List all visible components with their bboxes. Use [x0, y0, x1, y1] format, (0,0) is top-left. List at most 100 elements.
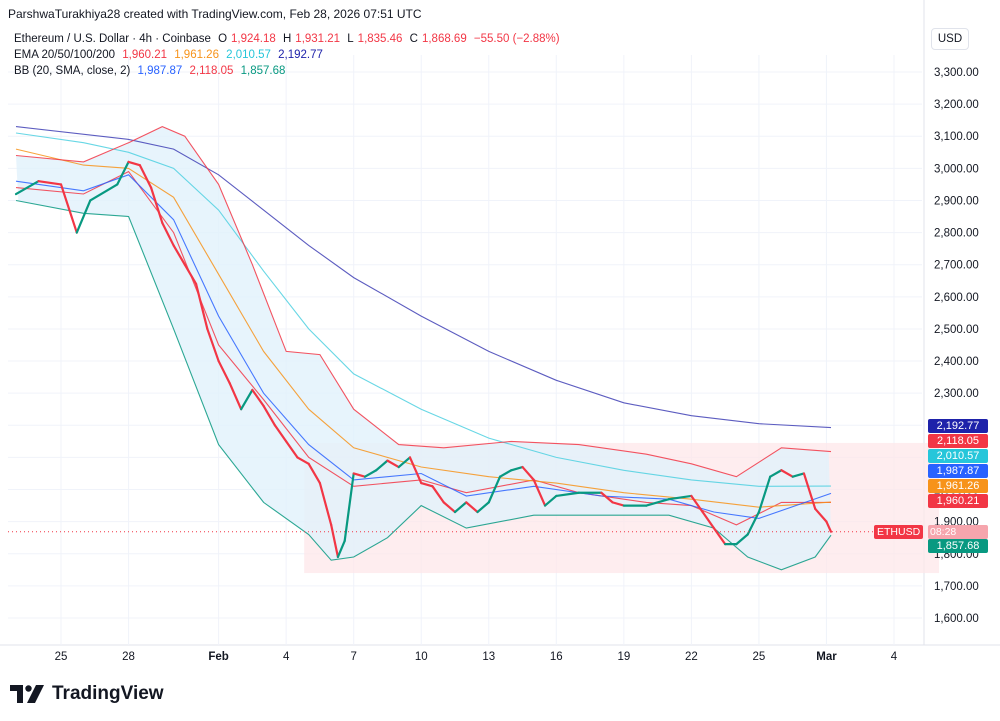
- y-tick-label: 2,300.00: [934, 388, 979, 400]
- price-segment: [343, 472, 355, 543]
- y-tick-label: 2,600.00: [934, 292, 979, 304]
- grid: [0, 0, 1000, 646]
- legend-bb-label: BB (20, SMA, close, 2): [14, 65, 131, 77]
- price-segment: [330, 523, 340, 559]
- y-tick-label: 2,500.00: [934, 324, 979, 336]
- x-axis[interactable]: 25 28 Feb 4 7 10 13 16 19 22 25 Mar 4: [55, 651, 898, 663]
- x-tick-label: Feb: [208, 651, 228, 663]
- price-segment: [318, 482, 333, 526]
- y-tick-label: 2,400.00: [934, 356, 979, 368]
- price-segment: [138, 164, 153, 189]
- price-segment: [746, 510, 761, 536]
- price-segment: [397, 456, 412, 469]
- x-tick-label: 19: [617, 651, 630, 663]
- price-segment: [375, 459, 389, 472]
- indicator-lines: [15, 125, 832, 571]
- y-tick-label: 2,700.00: [934, 260, 979, 272]
- price-segment: [37, 180, 63, 186]
- legend-bb[interactable]: BB (20, SMA, close, 2) 1,987.87 2,118.05…: [14, 63, 564, 79]
- price-segment: [251, 388, 265, 408]
- tradingview-logo[interactable]: TradingView: [10, 683, 164, 705]
- legend-open: O 1,924.18: [218, 33, 276, 45]
- price-segment: [195, 282, 209, 331]
- price-line: [8, 160, 922, 559]
- price-tag: 1,960.21: [928, 494, 988, 508]
- legend-ema[interactable]: EMA 20/50/100/200 1,960.21 1,961.26 2,01…: [14, 47, 564, 63]
- price-segment: [476, 501, 490, 514]
- price-tag: 2,010.57: [928, 449, 988, 463]
- price-segment: [206, 327, 220, 363]
- price-segment: [183, 263, 198, 286]
- price-segment: [611, 501, 625, 507]
- legend-high: H 1,931.21: [282, 33, 341, 45]
- price-segment: [757, 475, 772, 514]
- bollinger-fill: [16, 126, 831, 570]
- x-tick-label: 4: [283, 651, 290, 663]
- price-segment: [555, 491, 580, 498]
- price-segment: [386, 459, 400, 469]
- price-segment: [127, 160, 141, 167]
- x-tick-label: 16: [550, 651, 563, 663]
- y-tick-label: 1,700.00: [934, 581, 979, 593]
- bollinger-band-area: [16, 126, 831, 570]
- x-tick-label: 4: [891, 651, 898, 663]
- legend-ohlc[interactable]: Ethereum / U.S. Dollar · 4h · Coinbase O…: [14, 31, 564, 47]
- price-segment: [735, 533, 749, 546]
- legend-ema50: 1,961.26: [174, 49, 219, 61]
- price-segment: [465, 501, 479, 514]
- price-segment: [487, 475, 502, 504]
- price-segment: [645, 498, 670, 507]
- legend-ema-label: EMA 20/50/100/200: [14, 49, 116, 61]
- price-segment: [543, 494, 558, 507]
- price-segment: [262, 404, 276, 427]
- series-line-ema-200: [15, 126, 832, 429]
- legend-symbol: Ethereum / U.S. Dollar · 4h · Coinbase: [14, 33, 211, 45]
- price-segment: [431, 485, 445, 504]
- price-segment: [667, 494, 693, 501]
- price-segment: [825, 520, 833, 533]
- price-segment: [307, 462, 322, 485]
- x-tick-label: Mar: [816, 651, 837, 663]
- price-segment: [14, 180, 40, 196]
- price-segment: [802, 472, 817, 510]
- legend-ema20: 1,960.21: [122, 49, 167, 61]
- price-segment: [172, 244, 186, 266]
- currency-button[interactable]: USD: [931, 28, 969, 50]
- price-segment: [285, 440, 299, 459]
- price-segment: [408, 456, 423, 485]
- legend: Ethereum / U.S. Dollar · 4h · Coinbase O…: [14, 31, 564, 79]
- x-tick-label: 25: [753, 651, 766, 663]
- series-line-bb-upper: [15, 125, 832, 478]
- price-segment: [780, 469, 794, 478]
- price-segment: [532, 478, 547, 507]
- legend-ema200: 2,192.77: [278, 49, 323, 61]
- price-segment: [712, 526, 727, 546]
- x-tick-label: 10: [415, 651, 428, 663]
- price-tag: 2,192.77: [928, 419, 988, 433]
- legend-change: −55.50 (−2.88%): [473, 33, 560, 45]
- y-tick-label: 3,200.00: [934, 99, 979, 111]
- price-tag: 1,987.87: [928, 464, 988, 478]
- y-tick-label: 3,000.00: [934, 163, 979, 175]
- x-tick-label: 25: [55, 651, 68, 663]
- price-segment: [59, 183, 78, 234]
- y-tick-label: 2,900.00: [934, 195, 979, 207]
- price-segment: [521, 465, 535, 481]
- series-line-bb-lower: [15, 199, 832, 571]
- price-tag: 1,857.68: [928, 539, 988, 553]
- price-segment: [149, 186, 164, 225]
- price-segment: [161, 221, 175, 247]
- price-segment: [442, 501, 457, 514]
- legend-bb-upper: 2,118.05: [189, 65, 234, 77]
- y-tick-label: 3,300.00: [934, 67, 979, 79]
- y-tick-label: 2,800.00: [934, 228, 979, 240]
- countdown-tag: 08:28: [928, 525, 988, 539]
- price-segment: [336, 539, 346, 559]
- price-segment: [791, 472, 806, 478]
- price-segment: [453, 501, 468, 514]
- price-segment: [296, 456, 310, 465]
- price-segment: [352, 472, 367, 478]
- x-tick-label: 22: [685, 651, 698, 663]
- series-line-ema-50: [15, 148, 832, 508]
